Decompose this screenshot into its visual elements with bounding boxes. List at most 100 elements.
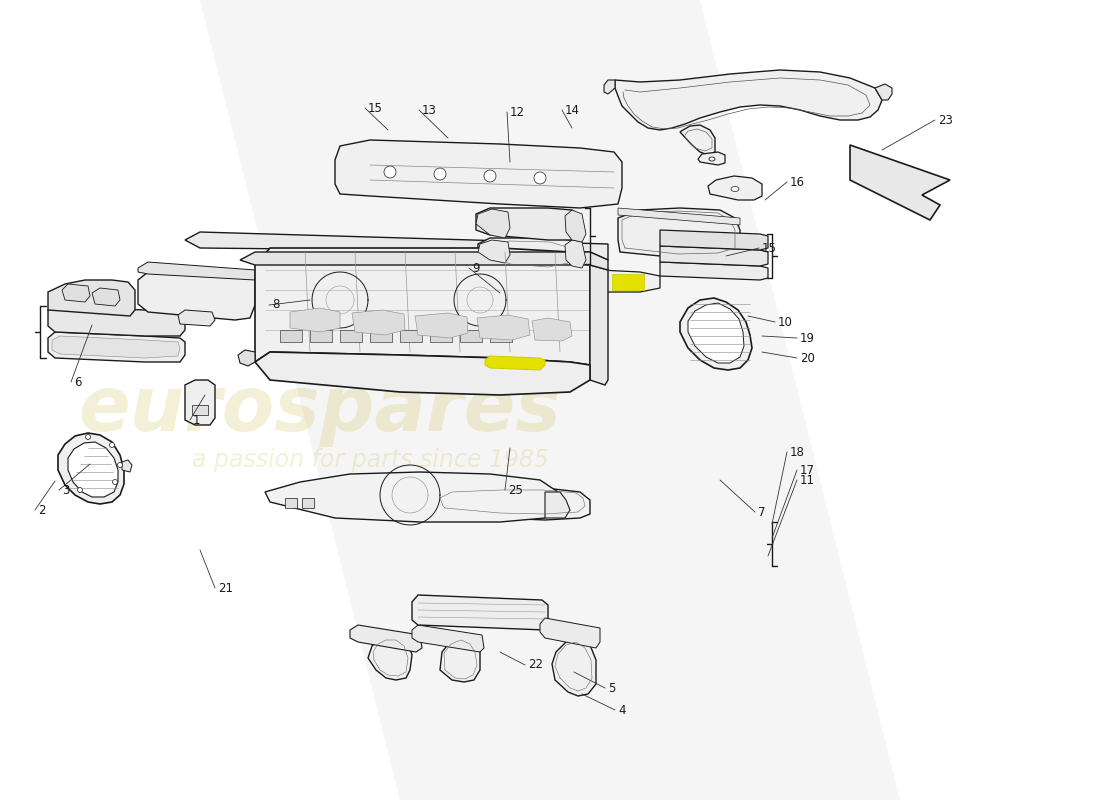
Circle shape xyxy=(112,479,118,485)
Polygon shape xyxy=(200,0,900,800)
Circle shape xyxy=(534,172,546,184)
Circle shape xyxy=(384,166,396,178)
Polygon shape xyxy=(618,208,740,258)
Text: 12: 12 xyxy=(510,106,525,118)
Polygon shape xyxy=(430,330,452,342)
Polygon shape xyxy=(440,638,480,682)
Text: 11: 11 xyxy=(800,474,815,486)
Text: 15: 15 xyxy=(762,242,777,254)
Polygon shape xyxy=(192,405,208,415)
Polygon shape xyxy=(352,310,405,335)
Polygon shape xyxy=(476,208,580,240)
Circle shape xyxy=(86,434,90,439)
Text: 14: 14 xyxy=(565,103,580,117)
Polygon shape xyxy=(340,330,362,342)
Text: 5: 5 xyxy=(608,682,615,694)
Polygon shape xyxy=(280,330,302,342)
Text: 8: 8 xyxy=(272,298,279,311)
Polygon shape xyxy=(476,209,510,238)
Polygon shape xyxy=(48,280,135,316)
Polygon shape xyxy=(302,498,313,508)
Polygon shape xyxy=(660,246,768,266)
Polygon shape xyxy=(240,252,608,270)
Polygon shape xyxy=(290,308,340,332)
Polygon shape xyxy=(660,230,768,250)
Text: 22: 22 xyxy=(528,658,543,671)
Text: 6: 6 xyxy=(74,375,81,389)
Circle shape xyxy=(77,487,82,493)
Polygon shape xyxy=(604,80,615,94)
Polygon shape xyxy=(350,625,422,652)
Text: a passion for parts since 1985: a passion for parts since 1985 xyxy=(191,448,549,472)
Circle shape xyxy=(484,170,496,182)
Polygon shape xyxy=(48,332,185,362)
Text: 18: 18 xyxy=(790,446,805,458)
Polygon shape xyxy=(368,634,412,680)
Text: 2: 2 xyxy=(39,503,45,517)
Polygon shape xyxy=(552,638,596,696)
Ellipse shape xyxy=(710,157,715,161)
Polygon shape xyxy=(477,315,530,340)
Ellipse shape xyxy=(732,186,739,191)
Polygon shape xyxy=(565,240,586,268)
Polygon shape xyxy=(255,352,590,395)
Polygon shape xyxy=(265,472,562,522)
Polygon shape xyxy=(660,262,768,280)
Circle shape xyxy=(110,442,114,447)
Polygon shape xyxy=(478,240,510,263)
Text: 10: 10 xyxy=(778,315,793,329)
Polygon shape xyxy=(52,336,180,358)
Polygon shape xyxy=(615,70,882,130)
Text: 16: 16 xyxy=(790,175,805,189)
Text: eurospares: eurospares xyxy=(78,373,561,447)
Polygon shape xyxy=(412,595,548,630)
Polygon shape xyxy=(698,152,725,165)
Polygon shape xyxy=(708,176,762,200)
Text: 17: 17 xyxy=(800,463,815,477)
Text: 20: 20 xyxy=(800,351,815,365)
Text: 9: 9 xyxy=(472,262,480,274)
Polygon shape xyxy=(238,350,255,366)
Polygon shape xyxy=(48,306,185,336)
Text: 21: 21 xyxy=(218,582,233,594)
Text: 1: 1 xyxy=(192,414,200,426)
Polygon shape xyxy=(490,330,512,342)
Polygon shape xyxy=(255,248,590,365)
Polygon shape xyxy=(460,330,482,342)
Polygon shape xyxy=(612,274,643,290)
Polygon shape xyxy=(400,330,422,342)
Circle shape xyxy=(118,462,122,467)
Polygon shape xyxy=(874,84,892,100)
Polygon shape xyxy=(336,140,622,208)
Polygon shape xyxy=(92,288,120,306)
Polygon shape xyxy=(138,262,255,280)
Polygon shape xyxy=(680,298,752,370)
Polygon shape xyxy=(590,265,608,385)
Polygon shape xyxy=(565,210,586,242)
Circle shape xyxy=(434,168,446,180)
Polygon shape xyxy=(285,498,297,508)
Polygon shape xyxy=(680,125,715,155)
Polygon shape xyxy=(540,618,600,648)
Polygon shape xyxy=(485,356,544,370)
Text: 3: 3 xyxy=(62,483,69,497)
Text: 25: 25 xyxy=(508,483,522,497)
Polygon shape xyxy=(544,492,570,518)
Polygon shape xyxy=(68,442,118,497)
Polygon shape xyxy=(62,284,90,302)
Polygon shape xyxy=(122,460,132,472)
Polygon shape xyxy=(532,318,572,341)
Polygon shape xyxy=(310,330,332,342)
Polygon shape xyxy=(412,625,484,652)
Polygon shape xyxy=(618,208,740,225)
Polygon shape xyxy=(370,330,392,342)
Polygon shape xyxy=(434,488,590,520)
Text: 7: 7 xyxy=(758,506,766,518)
Text: 19: 19 xyxy=(800,331,815,345)
Polygon shape xyxy=(415,313,468,338)
Text: 23: 23 xyxy=(938,114,953,126)
Text: 15: 15 xyxy=(368,102,383,114)
Polygon shape xyxy=(185,380,214,425)
Polygon shape xyxy=(475,270,660,292)
Polygon shape xyxy=(58,433,124,504)
